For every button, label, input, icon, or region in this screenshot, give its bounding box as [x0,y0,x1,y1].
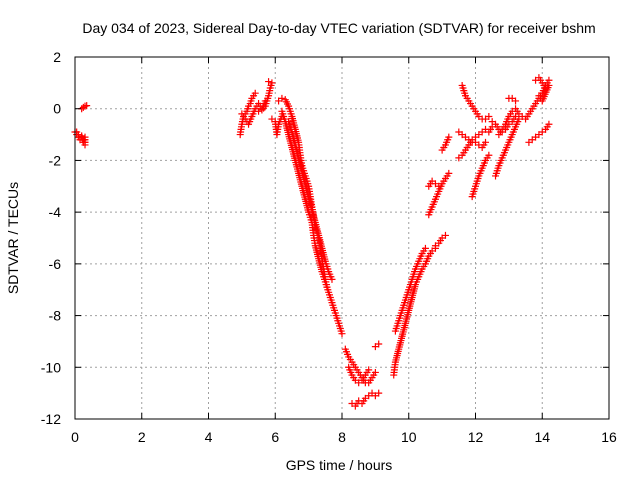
data-point [375,340,383,348]
data-point [441,231,449,239]
data-point [421,244,429,252]
data-point [545,120,553,128]
data-point [265,78,273,86]
x-tick-label: 14 [534,429,550,445]
y-tick-label: -4 [49,204,62,220]
data-point [79,103,87,111]
data-point [255,107,263,115]
x-tick-label: 0 [71,429,79,445]
data-point [485,112,493,120]
x-tick-label: 6 [271,429,279,445]
data-point [251,89,259,97]
data-point [328,275,336,283]
x-axis-label: GPS time / hours [286,457,393,473]
axis-ticks: 0 2 4 6 8 10 12 14 16 -12 -10 -8 -6 -4 -2 0 2 [41,49,617,445]
x-tick-label: 16 [601,429,617,445]
data-point [435,182,443,190]
data-point [81,138,89,146]
data-point [515,115,523,123]
y-tick-label: -6 [49,256,62,272]
y-tick-label: -8 [49,308,62,324]
grid [75,57,609,419]
data-point [338,330,346,338]
y-tick-label: -2 [49,152,62,168]
data-point [512,97,520,105]
x-tick-label: 10 [401,429,417,445]
y-tick-label: 2 [53,49,61,65]
data-point [445,133,453,141]
data-point [445,169,453,177]
data-point [268,79,276,87]
data-point [278,94,286,102]
data-point [371,368,379,376]
data-points [71,74,553,410]
x-tick-label: 2 [138,429,146,445]
y-tick-label: -12 [41,411,61,427]
data-point [535,92,543,100]
data-point [482,138,490,146]
y-tick-label: -10 [41,359,61,375]
data-point [83,102,91,110]
y-tick-label: 0 [53,101,61,117]
chart-title: Day 034 of 2023, Sidereal Day-to-day VTE… [82,20,595,36]
x-tick-label: 4 [205,429,213,445]
x-tick-label: 8 [338,429,346,445]
y-axis-label: SDTVAR / TECUs [5,182,21,294]
x-tick-label: 12 [468,429,484,445]
data-point [375,389,383,397]
data-point [485,151,493,159]
data-point [365,366,373,374]
